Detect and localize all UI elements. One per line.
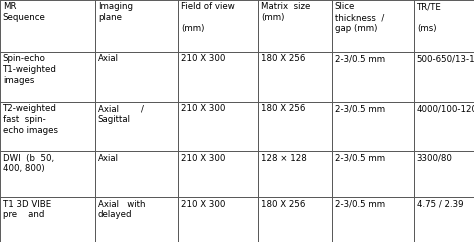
- Text: 2-3/0.5 mm: 2-3/0.5 mm: [335, 54, 385, 63]
- Text: 210 X 300: 210 X 300: [181, 200, 225, 209]
- Text: T2-weighted
fast  spin-
echo images: T2-weighted fast spin- echo images: [3, 104, 58, 135]
- Text: Axial        /
Sagittal: Axial / Sagittal: [98, 104, 144, 124]
- Text: 210 X 300: 210 X 300: [181, 104, 225, 113]
- Text: 2-3/0.5 mm: 2-3/0.5 mm: [335, 200, 385, 209]
- Text: 128 × 128: 128 × 128: [261, 154, 307, 163]
- Text: Imaging
plane: Imaging plane: [98, 2, 133, 22]
- Text: Matrix  size
(mm): Matrix size (mm): [261, 2, 310, 22]
- Text: TR/TE

(ms): TR/TE (ms): [417, 2, 442, 33]
- Text: Spin-echo
T1-weighted
images: Spin-echo T1-weighted images: [3, 54, 57, 85]
- Text: 4.75 / 2.39: 4.75 / 2.39: [417, 200, 464, 209]
- Text: MR
Sequence: MR Sequence: [3, 2, 46, 22]
- Text: 2-3/0.5 mm: 2-3/0.5 mm: [335, 104, 385, 113]
- Text: 210 X 300: 210 X 300: [181, 154, 225, 163]
- Text: 180 X 256: 180 X 256: [261, 104, 305, 113]
- Text: 2-3/0.5 mm: 2-3/0.5 mm: [335, 154, 385, 163]
- Text: Axial: Axial: [98, 54, 119, 63]
- Text: 210 X 300: 210 X 300: [181, 54, 225, 63]
- Text: DWI  (b  50,
400, 800): DWI (b 50, 400, 800): [3, 154, 54, 174]
- Text: Slice
thickness  /
gap (mm): Slice thickness / gap (mm): [335, 2, 384, 33]
- Text: Axial: Axial: [98, 154, 119, 163]
- Text: T1 3D VIBE
pre    and: T1 3D VIBE pre and: [3, 200, 51, 219]
- Text: 180 X 256: 180 X 256: [261, 54, 305, 63]
- Text: 180 X 256: 180 X 256: [261, 200, 305, 209]
- Text: 500-650/13-15: 500-650/13-15: [417, 54, 474, 63]
- Text: 3300/80: 3300/80: [417, 154, 453, 163]
- Text: 4000/100-120: 4000/100-120: [417, 104, 474, 113]
- Text: Field of view

(mm): Field of view (mm): [181, 2, 235, 33]
- Text: Axial   with
delayed: Axial with delayed: [98, 200, 146, 219]
